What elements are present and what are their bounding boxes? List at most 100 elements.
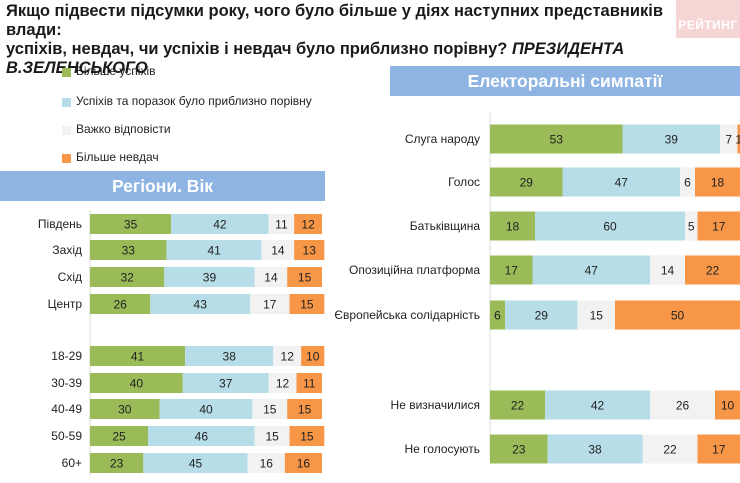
value-label-голос-0: 29 — [520, 176, 534, 190]
rating-logo: РЕЙТИНГ — [676, 0, 740, 38]
value-label-30-39-2: 12 — [276, 377, 290, 391]
category-label-голос: Голос — [448, 175, 480, 189]
value-label-не-визначилися-1: 42 — [591, 399, 605, 413]
bar-segment-центр-2 — [250, 294, 290, 314]
bar-segment-40-49-0 — [90, 399, 160, 419]
bar-segment-опозиційна-платформа-3 — [685, 255, 740, 285]
value-label-опозиційна-платформа-0: 17 — [505, 264, 519, 278]
value-label-європейська-солідарність-3: 50 — [671, 309, 685, 323]
value-label-18-29-3: 10 — [306, 350, 320, 364]
value-label-центр-0: 26 — [113, 298, 127, 312]
bar-segment-європейська-солідарність-2 — [577, 300, 615, 330]
value-label-опозиційна-платформа-1: 47 — [585, 264, 599, 278]
value-label-30-39-0: 40 — [130, 377, 144, 391]
value-label-слуга-народу-0: 53 — [550, 133, 564, 147]
bar-segment-не-визначилися-0 — [490, 390, 545, 420]
title-subject: ПРЕЗИДЕНТА В.ЗЕЛЕНСЬКОГО — [6, 40, 625, 77]
value-label-південь-1: 42 — [213, 218, 227, 232]
value-label-18-29-0: 41 — [131, 350, 145, 364]
bar-segment-60-2 — [247, 453, 285, 473]
bar-segment-не-визначилися-2 — [650, 390, 715, 420]
bar-segment-схід-0 — [90, 267, 165, 287]
value-label-слуга-народу-1: 39 — [665, 133, 679, 147]
value-label-не-визначилися-3: 10 — [721, 399, 735, 413]
bar-segment-батьківщина-3 — [697, 211, 740, 241]
bar-segment-18-29-2 — [273, 346, 302, 366]
bar-segment-40-49-3 — [287, 399, 322, 419]
title-line-2: успіхів, невдач, чи успіхів і невдач бул… — [6, 40, 676, 78]
value-label-не-визначилися-0: 22 — [511, 399, 525, 413]
value-label-40-49-0: 30 — [118, 403, 132, 417]
value-label-18-29-2: 12 — [281, 350, 295, 364]
value-label-не-голосують-2: 22 — [663, 443, 677, 457]
value-label-європейська-солідарність-1: 29 — [535, 309, 549, 323]
category-label-південь: Південь — [38, 217, 82, 231]
bar-segment-захід-3 — [294, 240, 325, 260]
category-label-опозиційна-платформа: Опозиційна платформа — [349, 263, 480, 277]
bar-segment-центр-3 — [289, 294, 325, 314]
value-label-схід-2: 14 — [264, 271, 278, 285]
category-label-не-визначилися: Не визначилися — [391, 398, 480, 412]
category-label-30-39: 30-39 — [51, 376, 82, 390]
value-label-60-1: 45 — [189, 457, 203, 471]
bar-segment-не-визначилися-1 — [545, 390, 650, 420]
bar-segment-50-59-2 — [254, 426, 290, 446]
value-label-не-голосують-3: 17 — [712, 443, 726, 457]
bar-segment-30-39-0 — [90, 373, 183, 393]
bar-segment-схід-3 — [287, 267, 322, 287]
bar-segment-50-59-3 — [289, 426, 325, 446]
value-label-батьківщина-1: 60 — [603, 220, 617, 234]
value-label-голос-1: 47 — [615, 176, 629, 190]
category-label-слуга-народу: Слуга народу — [405, 132, 480, 146]
category-label-центр: Центр — [48, 297, 83, 311]
legend-swatch — [62, 68, 71, 77]
value-label-60-2: 16 — [260, 457, 274, 471]
bar-segment-30-39-1 — [182, 373, 269, 393]
value-label-європейська-солідарність-2: 15 — [590, 309, 604, 323]
bar-segment-60-0 — [90, 453, 144, 473]
category-label-батьківщина: Батьківщина — [410, 219, 481, 233]
value-label-не-визначилися-2: 26 — [676, 399, 690, 413]
category-label-захід: Захід — [52, 243, 82, 257]
value-label-40-49-1: 40 — [199, 403, 213, 417]
bar-segment-18-29-1 — [185, 346, 274, 366]
bar-segment-південь-0 — [90, 214, 172, 234]
bar-segment-схід-1 — [164, 267, 255, 287]
bar-segment-18-29-0 — [90, 346, 186, 366]
bar-segment-голос-3 — [695, 167, 740, 197]
legend-swatch — [62, 154, 71, 163]
value-label-50-59-0: 25 — [112, 430, 126, 444]
bar-segment-40-49-2 — [252, 399, 288, 419]
value-label-слуга-народу-3: 1 — [735, 133, 740, 147]
bar-segment-батьківщина-2 — [685, 211, 698, 241]
regions-age-banner: Регіони. Вік — [0, 171, 325, 201]
category-label-не-голосують: Не голосують — [405, 442, 481, 456]
value-label-голос-3: 18 — [711, 176, 725, 190]
bar-segment-південь-2 — [268, 214, 295, 234]
bar-segment-не-голосують-3 — [697, 434, 740, 464]
bar-segment-60-3 — [284, 453, 322, 473]
bar-segment-18-29-3 — [301, 346, 325, 366]
value-label-захід-2: 14 — [271, 244, 285, 258]
bar-segment-слуга-народу-3 — [737, 124, 740, 154]
bar-segment-слуга-народу-2 — [720, 124, 738, 154]
value-label-50-59-1: 46 — [195, 430, 209, 444]
bar-segment-опозиційна-платформа-2 — [650, 255, 685, 285]
title-question: успіхів, невдач, чи успіхів і невдач бул… — [6, 40, 508, 58]
legend-swatch — [62, 98, 71, 107]
value-label-40-49-2: 15 — [263, 403, 277, 417]
value-label-європейська-солідарність-0: 6 — [494, 309, 501, 323]
category-label-60: 60+ — [62, 456, 82, 470]
bar-segment-центр-1 — [150, 294, 251, 314]
legend-label: Важко відповісти — [76, 122, 171, 136]
value-label-захід-0: 33 — [122, 244, 136, 258]
bar-segment-слуга-народу-1 — [622, 124, 720, 154]
bar-segment-південь-3 — [294, 214, 322, 234]
bar-segment-схід-2 — [254, 267, 288, 287]
bar-segment-голос-0 — [490, 167, 563, 197]
value-label-південь-2: 11 — [275, 218, 288, 232]
bar-segment-батьківщина-0 — [490, 211, 535, 241]
bar-segment-європейська-солідарність-0 — [490, 300, 505, 330]
value-label-південь-0: 35 — [124, 218, 138, 232]
